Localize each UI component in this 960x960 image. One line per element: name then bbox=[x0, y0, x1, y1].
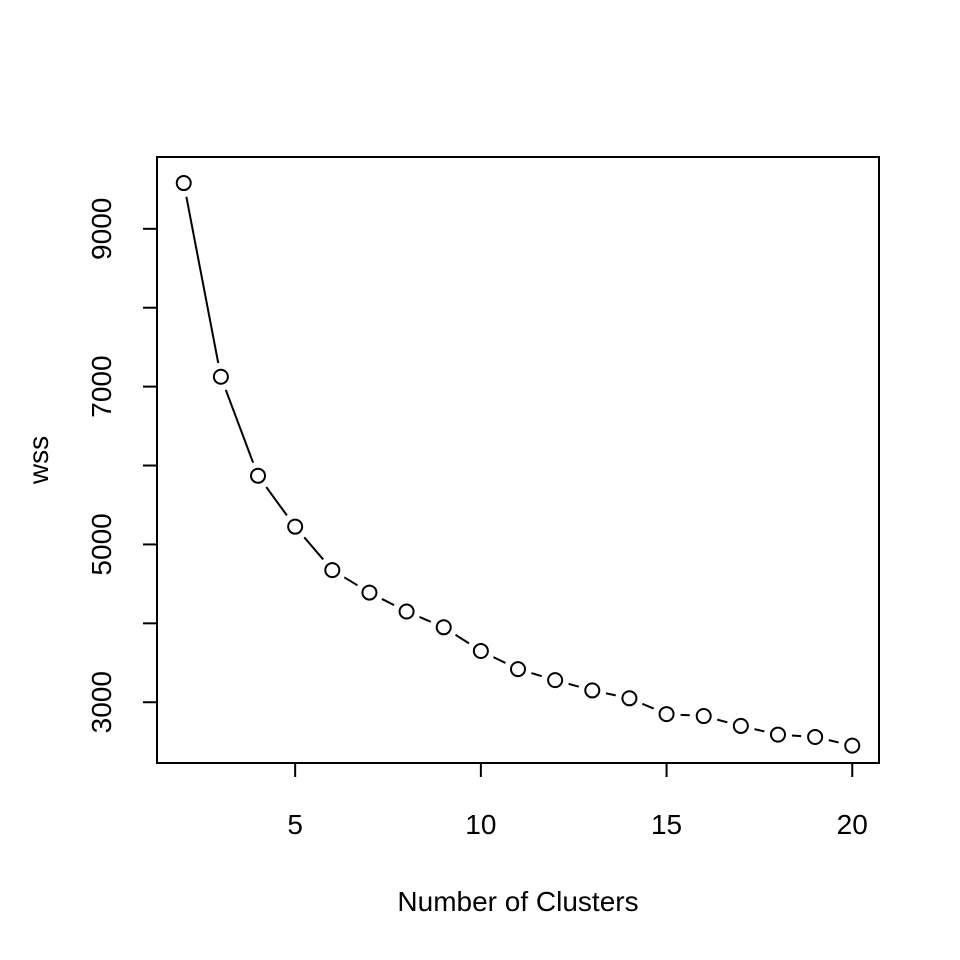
data-point bbox=[807, 728, 824, 745]
data-point bbox=[584, 682, 601, 699]
data-point bbox=[361, 584, 378, 601]
x-tick-label: 10 bbox=[465, 809, 496, 840]
y-axis: 3000 5000 7000 9000 bbox=[86, 198, 158, 733]
data-point bbox=[324, 562, 341, 579]
series-layer bbox=[175, 175, 861, 754]
x-tick-label: 15 bbox=[651, 809, 682, 840]
series-segment bbox=[641, 702, 655, 710]
data-point bbox=[435, 619, 452, 636]
series-segment bbox=[754, 728, 765, 733]
data-point bbox=[472, 642, 489, 659]
series-segment bbox=[224, 389, 255, 464]
series-segment bbox=[716, 718, 728, 724]
x-tick-label: 20 bbox=[837, 809, 868, 840]
series-segment bbox=[492, 656, 506, 664]
data-point bbox=[212, 368, 229, 385]
series-segment bbox=[303, 536, 324, 561]
series-segment bbox=[343, 576, 358, 587]
series-segment bbox=[605, 692, 616, 697]
data-point bbox=[695, 708, 712, 725]
series-segment bbox=[454, 633, 470, 645]
series-segment bbox=[419, 616, 432, 623]
y-tick-label: 5000 bbox=[86, 513, 117, 575]
data-point bbox=[732, 717, 749, 734]
data-point bbox=[547, 672, 564, 689]
series-segment bbox=[381, 598, 395, 607]
data-point bbox=[175, 175, 192, 192]
series-segment bbox=[531, 672, 543, 678]
data-point bbox=[844, 737, 861, 754]
y-tick-label: 7000 bbox=[86, 355, 117, 417]
x-axis-label: Number of Clusters bbox=[397, 886, 638, 917]
y-tick-label: 9000 bbox=[86, 198, 117, 260]
data-point bbox=[398, 603, 415, 620]
series-segment bbox=[185, 196, 220, 364]
series-segment bbox=[265, 486, 288, 516]
y-axis-label: wss bbox=[23, 436, 54, 485]
y-tick-label: 3000 bbox=[86, 671, 117, 733]
data-point bbox=[621, 690, 638, 707]
data-point bbox=[287, 518, 304, 535]
data-point bbox=[769, 726, 786, 743]
data-point bbox=[510, 661, 526, 678]
series-segment bbox=[828, 739, 839, 744]
x-axis: 5 10 15 20 bbox=[287, 762, 868, 840]
series-segment bbox=[791, 734, 802, 738]
data-point bbox=[658, 706, 675, 723]
data-point bbox=[250, 467, 267, 484]
series-segment bbox=[568, 682, 580, 688]
x-tick-label: 5 bbox=[287, 809, 303, 840]
